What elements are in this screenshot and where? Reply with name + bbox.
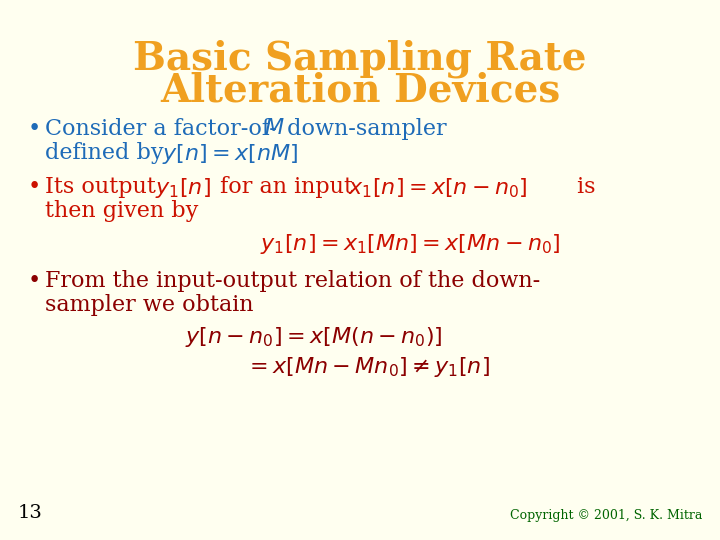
Text: •: • (28, 176, 41, 198)
Text: •: • (28, 270, 41, 292)
Text: $y[n - n_0] = x[M(n - n_0)]$: $y[n - n_0] = x[M(n - n_0)]$ (185, 325, 443, 349)
Text: $y_1[n]$: $y_1[n]$ (155, 176, 211, 200)
Text: From the input-output relation of the down-: From the input-output relation of the do… (45, 270, 540, 292)
Text: then given by: then given by (45, 200, 199, 222)
Text: $y[n] = x[nM]$: $y[n] = x[nM]$ (162, 142, 298, 166)
Text: $M$: $M$ (264, 118, 284, 138)
Text: •: • (28, 118, 41, 140)
Text: defined by: defined by (45, 142, 178, 164)
Text: Copyright © 2001, S. K. Mitra: Copyright © 2001, S. K. Mitra (510, 509, 702, 522)
Text: Basic Sampling Rate: Basic Sampling Rate (133, 40, 587, 78)
Text: for an input: for an input (213, 176, 353, 198)
Text: down-sampler: down-sampler (280, 118, 446, 140)
Text: $x_1[n] = x[n-n_0]$: $x_1[n] = x[n-n_0]$ (348, 176, 528, 200)
Text: $y_1[n] = x_1[Mn] = x[Mn - n_0]$: $y_1[n] = x_1[Mn] = x[Mn - n_0]$ (260, 232, 560, 256)
Text: Consider a factor-of-: Consider a factor-of- (45, 118, 277, 140)
Text: sampler we obtain: sampler we obtain (45, 294, 253, 316)
Text: $= x[Mn - Mn_0] \neq y_1[n]$: $= x[Mn - Mn_0] \neq y_1[n]$ (245, 355, 490, 379)
Text: Alteration Devices: Alteration Devices (160, 72, 560, 110)
Text: is: is (570, 176, 595, 198)
Text: 13: 13 (18, 504, 43, 522)
Text: Its output: Its output (45, 176, 156, 198)
